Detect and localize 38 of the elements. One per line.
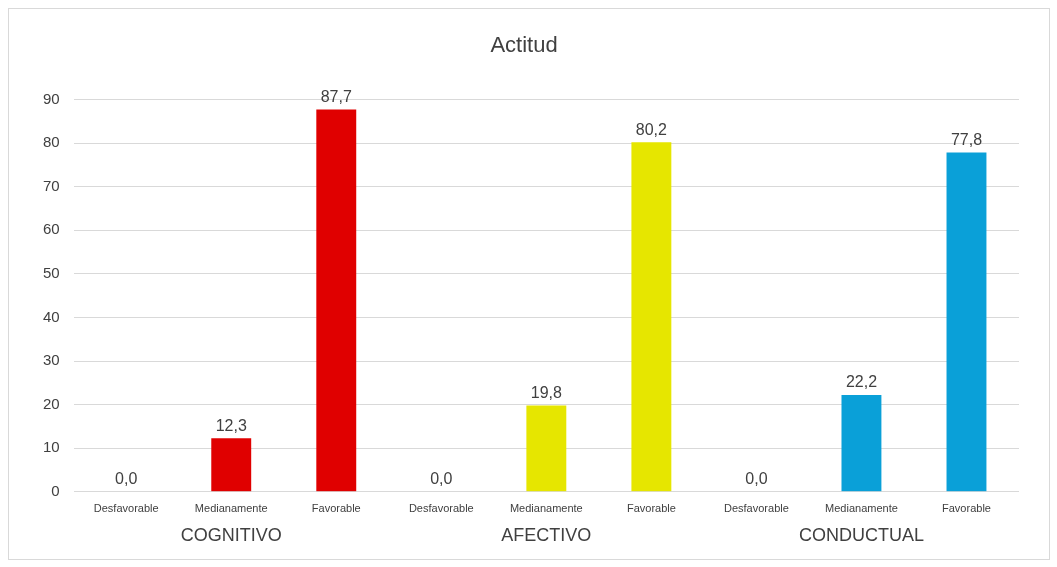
y-tick-label: 80 xyxy=(43,133,60,151)
x-tick-label: Medianamente xyxy=(194,502,268,515)
y-tick-label: 50 xyxy=(43,263,60,281)
bar xyxy=(841,395,882,492)
bar xyxy=(946,152,987,492)
bar xyxy=(316,109,357,492)
x-tick-label: Medianamente xyxy=(509,502,583,515)
text: AFECTIVO xyxy=(501,524,592,545)
y-tick-label: 60 xyxy=(43,220,60,238)
x-tick-label: Desfavorable xyxy=(408,502,474,515)
x-tick-label: Favorable xyxy=(942,502,991,515)
bar xyxy=(211,438,252,492)
data-label: 80,2 xyxy=(635,120,668,138)
text: COGNITIVO xyxy=(180,524,282,545)
data-label: 19,8 xyxy=(530,383,563,401)
bar xyxy=(526,405,567,492)
y-tick-label: 40 xyxy=(43,307,60,325)
data-label: 22,2 xyxy=(845,373,878,391)
x-tick-label: Desfavorable xyxy=(724,502,789,515)
data-label: 0,0 xyxy=(745,470,768,488)
y-tick-label: 90 xyxy=(43,89,60,107)
y-tick-label: 20 xyxy=(43,394,60,412)
y-tick-label: 70 xyxy=(43,176,60,194)
y-tick-label: 0 xyxy=(51,481,60,499)
data-label: 12,3 xyxy=(215,416,247,434)
x-tick-label: Medianamente xyxy=(825,502,898,515)
bar xyxy=(631,142,672,492)
data-label: 0,0 xyxy=(430,470,453,488)
x-tick-label: Favorable xyxy=(311,502,361,515)
y-tick-label: 30 xyxy=(43,351,60,369)
text: CONDUCTUAL xyxy=(798,524,924,545)
data-label: 77,8 xyxy=(950,131,983,148)
chart-title: Actitud xyxy=(490,32,558,58)
x-tick-label: Desfavorable xyxy=(93,502,159,515)
y-tick-label: 10 xyxy=(43,438,60,456)
x-tick-label: Favorable xyxy=(626,502,676,515)
data-label: 0,0 xyxy=(115,470,138,488)
data-label: 87,7 xyxy=(320,87,352,105)
